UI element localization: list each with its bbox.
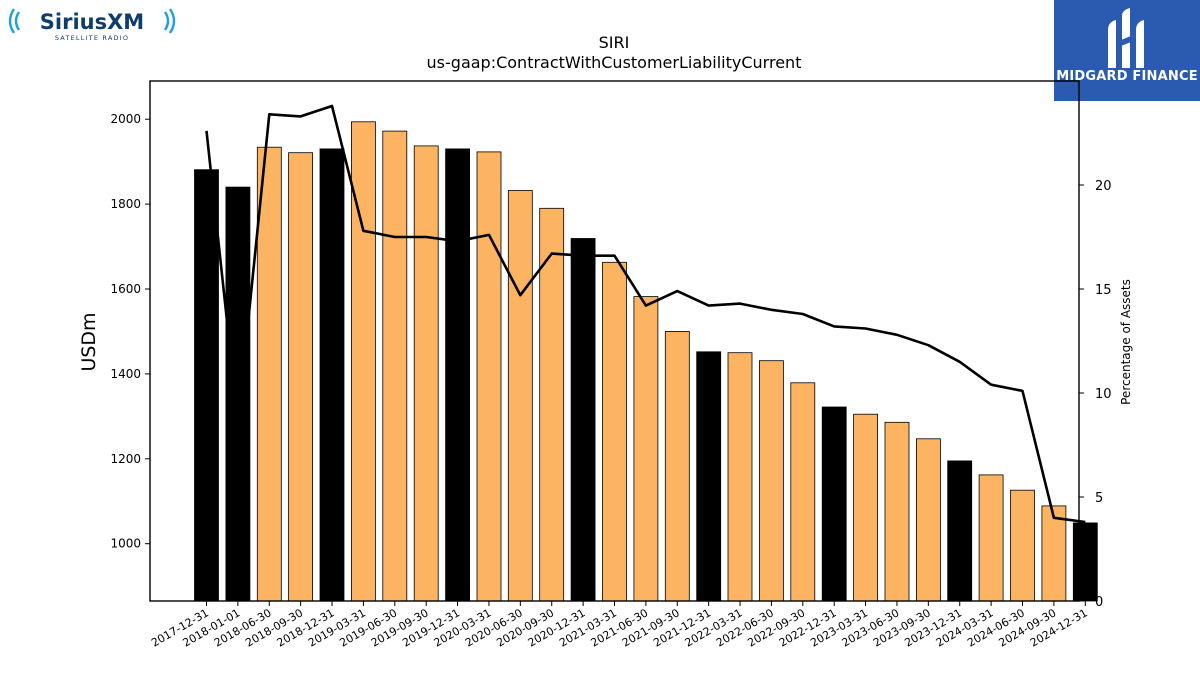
bar: [507, 190, 533, 602]
chart-subtitle: us-gaap:ContractWithCustomerLiabilityCur…: [427, 53, 802, 72]
bar: [1010, 489, 1035, 602]
y-tick-label: 1600: [110, 282, 141, 296]
y2-tick-label: 20: [1095, 179, 1112, 194]
siriusxm-logo-subtext: SATELLITE RADIO: [55, 34, 129, 42]
bar: [664, 330, 690, 602]
bar: [633, 296, 659, 602]
percentage-line: [205, 104, 1086, 524]
siriusxm-logo-word: SiriusXM: [40, 10, 144, 34]
midgard-emblem-icon: [1108, 8, 1144, 68]
y-tick-label: 1200: [110, 452, 141, 466]
bar: [539, 207, 565, 602]
bar: [256, 146, 282, 602]
y-tick-label: 2000: [110, 112, 141, 126]
y2-tick-label: 10: [1095, 387, 1112, 402]
bar: [916, 438, 941, 602]
bar: [476, 151, 502, 602]
bar: [382, 130, 408, 602]
y2-tick-label: 0: [1095, 595, 1103, 610]
bar: [727, 352, 753, 602]
bar: [194, 169, 219, 602]
bar: [602, 261, 627, 602]
bar: [821, 406, 847, 602]
y-tick-label: 1400: [110, 367, 141, 381]
midgard-finance-logo: MIDGARD FINANCE: [1054, 0, 1200, 101]
y2-tick-label: 15: [1095, 283, 1112, 298]
y-tick-label: 1800: [110, 197, 141, 211]
bar: [978, 474, 1004, 602]
bar: [1072, 522, 1098, 602]
bar: [696, 351, 722, 602]
bar: [288, 152, 314, 602]
bar: [884, 421, 910, 602]
bar: [790, 382, 816, 602]
line-group: [205, 104, 1086, 524]
bars-group: [194, 121, 1098, 602]
chart-title: SIRI: [599, 33, 630, 52]
y2-tick-label: 5: [1095, 491, 1103, 506]
bar: [570, 238, 596, 602]
bar: [413, 145, 439, 602]
y2-axis-label: Percentage of Assets: [1119, 279, 1133, 405]
midgard-finance-text: MIDGARD FINANCE: [1056, 69, 1198, 84]
bar: [445, 148, 471, 602]
bar: [853, 413, 878, 602]
bar: [1041, 505, 1067, 602]
bar: [225, 186, 251, 602]
y-tick-label: 1000: [110, 537, 141, 551]
bar: [319, 148, 345, 602]
siriusxm-logo: SiriusXM SATELLITE RADIO: [4, 4, 180, 44]
bar: [759, 360, 784, 602]
y-axis-label: USDm: [78, 312, 100, 371]
bar: [947, 460, 973, 602]
